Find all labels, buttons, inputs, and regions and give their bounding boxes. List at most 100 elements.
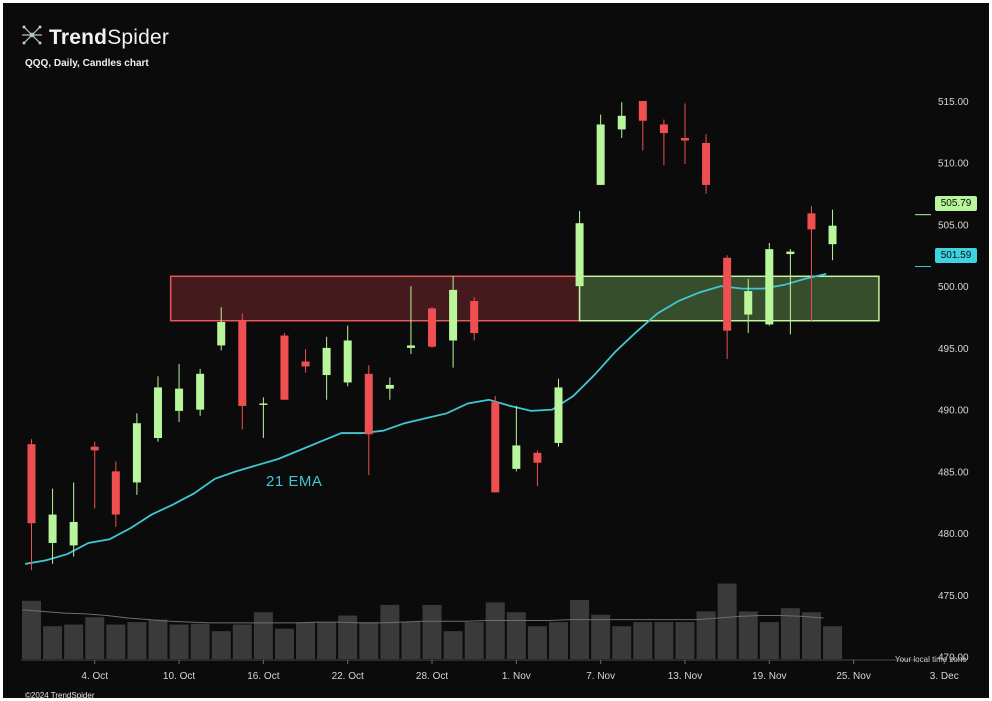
spider-logo-icon (21, 24, 43, 52)
candlestick-chart[interactable]: 515.00 510.00 505.00 500.00 495.00 490.00 485.… (3, 3, 989, 698)
volume-bar (274, 628, 294, 659)
x-tick-label: 10. Oct (163, 671, 195, 682)
volume-bar (591, 614, 611, 659)
y-tick-label: 495.00 (938, 344, 969, 355)
volume-bar (401, 622, 421, 659)
candle-body (69, 521, 78, 546)
ema-value-badge: 501.59 (935, 248, 977, 263)
volume-bar (211, 631, 231, 659)
candle-body (153, 387, 162, 439)
y-tick-label: 470.00 (938, 653, 969, 664)
ema-line (25, 272, 827, 565)
volume-bar (801, 612, 821, 659)
volume-bar (148, 619, 168, 659)
volume-bar (675, 622, 695, 659)
candle-body (765, 249, 774, 325)
candle-body (322, 347, 331, 376)
y-tick-label: 480.00 (938, 529, 969, 540)
timezone-note[interactable]: Your local time zone (895, 655, 967, 664)
y-tick-label: 475.00 (938, 591, 969, 602)
y-tick-label: 505.00 (938, 220, 969, 231)
candle-body (575, 223, 584, 287)
x-tick-label: 28. Oct (416, 671, 448, 682)
volume-bar (549, 622, 568, 659)
volume-bar (570, 599, 590, 659)
candle-body (470, 300, 479, 334)
x-tick-label: 22. Oct (332, 671, 364, 682)
volume-bar (506, 612, 526, 659)
volume-bar (654, 622, 674, 659)
volume-bar (43, 626, 63, 659)
candle-body (385, 384, 394, 389)
candle-body (111, 471, 120, 515)
candle-body (343, 340, 352, 383)
volume-bar (738, 611, 758, 659)
copyright-text: ©2024 TrendSpider (25, 691, 95, 700)
candle-body (491, 402, 500, 493)
candle-body (680, 138, 689, 141)
volume-bar (633, 622, 653, 659)
volume-bar (317, 622, 337, 659)
candle-body (132, 423, 141, 483)
volume-bar (106, 624, 126, 659)
volume-bar (759, 622, 779, 659)
candle-body (533, 452, 542, 463)
candle-body (238, 320, 247, 406)
volume-average-line (22, 609, 824, 624)
x-tick-label: 16. Oct (247, 671, 279, 682)
candle-body (723, 257, 732, 331)
volume-bar (190, 623, 210, 659)
chart-title: QQQ, Daily, Candles chart (25, 58, 149, 69)
candle-body (48, 514, 57, 543)
x-tick-label: 7. Nov (586, 671, 615, 682)
volume-bar (780, 608, 800, 659)
volume-bar (22, 600, 41, 659)
x-tick-label: 13. Nov (668, 671, 702, 682)
candle-body (175, 388, 184, 411)
candle-body (786, 251, 795, 255)
candle-body (406, 345, 415, 348)
x-tick-label: 1. Nov (502, 671, 531, 682)
volume-bar (823, 626, 843, 659)
ema-label: 21 EMA (266, 473, 323, 490)
volume-bar (64, 624, 84, 659)
volume-bar (296, 622, 316, 659)
y-tick-label: 485.00 (938, 467, 969, 478)
x-tick-label: 25. Nov (836, 671, 870, 682)
volume-bar (464, 622, 484, 659)
last-price-badge: 505.79 (935, 196, 977, 211)
volume-bar (612, 626, 632, 659)
volume-bar (380, 604, 400, 659)
volume-bar (527, 626, 547, 659)
candle-body (617, 115, 626, 130)
volume-bar (253, 612, 273, 659)
candle-body (702, 142, 711, 185)
candle-body (27, 444, 36, 524)
candle-body (259, 403, 268, 405)
volume-bar (443, 631, 463, 659)
volume-bar (169, 624, 189, 659)
candle-body (90, 446, 99, 451)
volume-bar (696, 611, 716, 659)
candle-body (196, 373, 205, 410)
candle-body (217, 321, 226, 346)
volume-bar (127, 622, 147, 659)
candle-body (301, 361, 310, 367)
candle-body (364, 373, 373, 435)
candle-body (659, 124, 668, 134)
brand-name-bold: Trend (49, 26, 108, 49)
candle-body (807, 213, 816, 230)
trendspider-logo: Trend Spider (21, 24, 169, 52)
volume-bar (338, 615, 358, 659)
candle-body (596, 124, 605, 185)
volume-bar (232, 624, 252, 659)
resistance-zone (169, 275, 581, 322)
candle-body (638, 100, 647, 121)
volume-bar (485, 602, 505, 659)
candle-body (449, 289, 458, 341)
candle-body (512, 445, 521, 469)
y-tick-label: 510.00 (938, 159, 969, 170)
candle-body (554, 387, 563, 443)
volume-bar (717, 583, 737, 659)
candle-body (744, 291, 753, 315)
